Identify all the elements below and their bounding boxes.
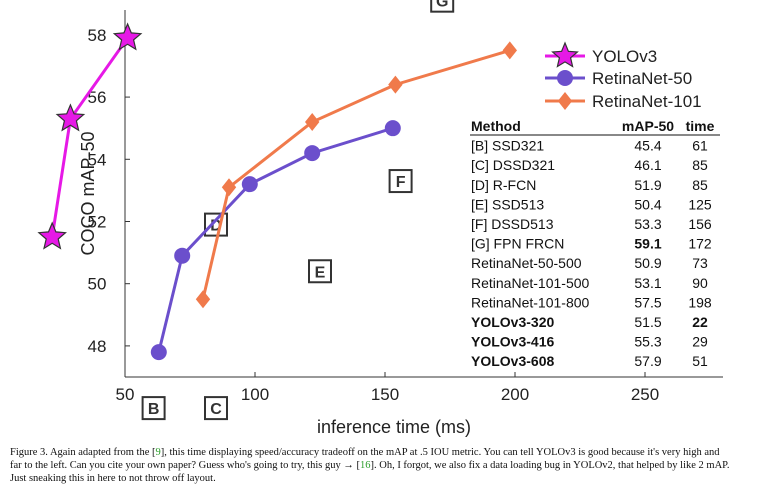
table-cell-map-3: 50.4: [634, 196, 661, 212]
series-point-retinanet-50-0: [150, 344, 167, 361]
legend-label-retinanet-50: RetinaNet-50: [592, 69, 692, 88]
table-cell-map-5: 59.1: [634, 236, 661, 252]
table-cell-map-9: 51.5: [634, 314, 661, 330]
table-cell-time-3: 125: [688, 196, 712, 212]
series-point-retinanet-101-4: [502, 41, 517, 60]
table-header-time: time: [686, 118, 715, 134]
annotation-label-f: F: [396, 174, 406, 191]
series-point-yolov3-2: [112, 22, 143, 51]
series-line-retinanet-101: [201, 48, 511, 300]
y-tick-label-58: 58: [88, 26, 107, 45]
series-line-retinanet-50: [157, 126, 394, 353]
x-axis-label: inference time (ms): [317, 417, 471, 437]
legend-label-yolov3: YOLOv3: [592, 47, 657, 66]
y-tick-label-56: 56: [88, 88, 107, 107]
table-cell-method-3: [E] SSD513: [471, 196, 544, 212]
table-cell-map-8: 57.5: [634, 294, 661, 310]
table-cell-map-6: 50.9: [634, 255, 661, 271]
table-cell-method-11: YOLOv3-608: [471, 353, 554, 369]
table-cell-map-0: 45.4: [634, 138, 661, 154]
chart-canvas: 50 100 150 200 250 48 50 52 54 56 58 inference time…: [37, 0, 723, 437]
table-cell-map-11: 57.9: [634, 353, 661, 369]
y-tick-label-50: 50: [88, 275, 107, 294]
caption-text-1: Figure 3. Again adapted from the [: [10, 447, 156, 458]
series-point-retinanet-101-3: [388, 75, 403, 94]
series-point-retinanet-50-1: [174, 247, 191, 264]
legend-label-retinanet-101: RetinaNet-101: [592, 92, 702, 111]
table-cell-method-7: RetinaNet-101-500: [471, 275, 590, 291]
annotation-box-f: [388, 169, 413, 194]
x-tick-label-200: 200: [501, 385, 529, 404]
table-cell-time-10: 29: [692, 334, 708, 350]
caption-text-2: ], this time displaying speed/accuracy t…: [10, 447, 720, 471]
series-point-retinanet-50-2: [241, 176, 258, 193]
table-cell-map-2: 51.9: [634, 177, 661, 193]
series-point-yolov3-1: [55, 103, 86, 132]
legend-marker-retinanet-50: [557, 70, 573, 86]
annotation-label-c: C: [210, 401, 222, 418]
table-cell-method-10: YOLOv3-416: [471, 334, 554, 350]
table-cell-time-8: 198: [688, 294, 712, 310]
table-cell-method-9: YOLOv3-320: [471, 314, 554, 330]
table-cell-time-1: 85: [692, 157, 708, 173]
table-cell-method-4: [F] DSSD513: [471, 216, 554, 232]
citation-link-9[interactable]: 9: [155, 447, 161, 458]
table-cell-time-2: 85: [692, 177, 708, 193]
table-cell-time-11: 51: [692, 353, 708, 369]
citation-link-16[interactable]: 16: [359, 460, 371, 471]
caption-text-3: ]. Oh, I forgot, we also fix a data load…: [10, 460, 730, 484]
annotation-label-b: B: [148, 401, 160, 418]
y-tick-label-48: 48: [88, 337, 107, 356]
table-cell-method-0: [B] SSD321: [471, 138, 544, 154]
series-point-yolov3-0: [37, 221, 67, 250]
x-tick-label-100: 100: [241, 385, 269, 404]
x-tick-label-50: 50: [116, 385, 135, 404]
table-cell-time-5: 172: [688, 236, 712, 252]
table-cell-time-0: 61: [692, 138, 708, 154]
annotation-box-b: [141, 396, 166, 421]
table-cell-time-7: 90: [692, 275, 708, 291]
table-cell-time-4: 156: [688, 216, 712, 232]
y-tick-label-54: 54: [88, 150, 107, 169]
table-cell-method-1: [C] DSSD321: [471, 157, 555, 173]
series-point-retinanet-50-3: [304, 145, 321, 162]
annotation-label-g: G: [436, 0, 448, 11]
series-point-retinanet-50-4: [384, 120, 401, 137]
series-point-retinanet-101-1: [221, 178, 237, 197]
table-cell-method-5: [G] FPN FRCN: [471, 236, 564, 252]
table-cell-method-2: [D] R-FCN: [471, 177, 536, 193]
table-header-map: mAP-50: [622, 118, 674, 134]
table-header-method: Method: [471, 118, 521, 134]
series-point-retinanet-101-2: [305, 112, 320, 131]
x-tick-label-250: 250: [631, 385, 659, 404]
table-cell-map-1: 46.1: [634, 157, 661, 173]
table-cell-method-8: RetinaNet-101-800: [471, 294, 590, 310]
figure-caption: Figure 3. Again adapted from the [9], th…: [10, 446, 730, 485]
legend-marker-retinanet-101: [557, 92, 573, 110]
y-axis-label: COCO mAP-50: [78, 131, 98, 255]
y-tick-label-52: 52: [88, 212, 107, 231]
annotation-label-d: D: [210, 218, 222, 235]
table-cell-time-9: 22: [692, 314, 708, 330]
table-cell-time-6: 73: [692, 255, 708, 271]
legend-marker-yolov3: [551, 41, 579, 68]
table-cell-map-10: 55.3: [634, 334, 661, 350]
table-cell-method-6: RetinaNet-50-500: [471, 255, 582, 271]
annotation-label-e: E: [315, 264, 326, 281]
series-point-retinanet-101-0: [195, 290, 211, 309]
table-cell-map-4: 53.3: [634, 216, 661, 232]
annotation-box-c: [204, 396, 228, 421]
annotation-box-e: [308, 259, 332, 284]
table-cell-map-7: 53.1: [634, 275, 661, 291]
x-tick-label-150: 150: [371, 385, 399, 404]
annotation-box-g: [430, 0, 455, 13]
